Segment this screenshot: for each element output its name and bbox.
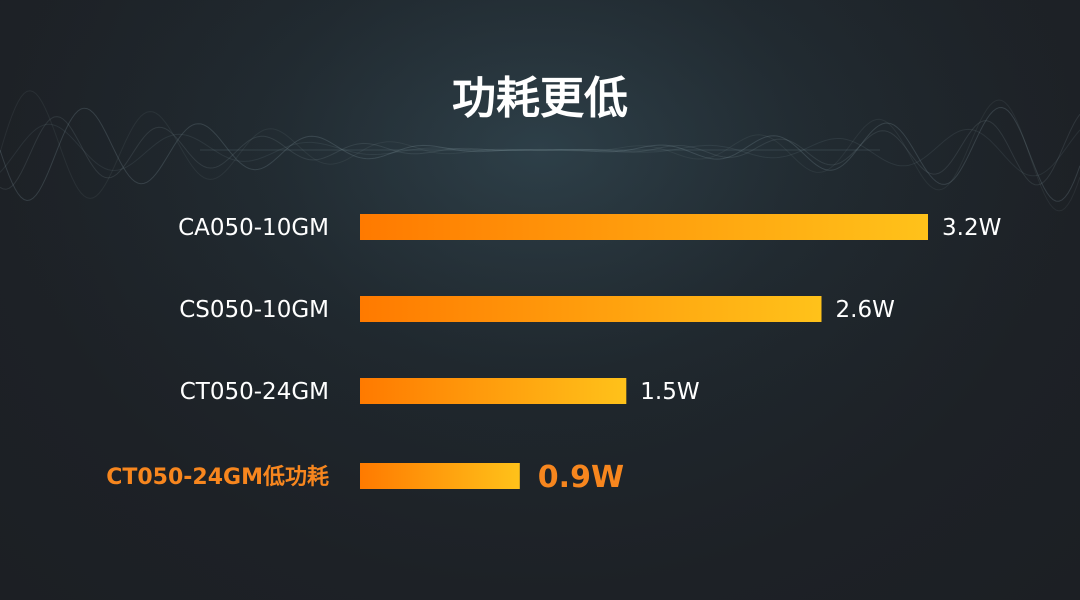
chart-title: 功耗更低	[452, 73, 628, 124]
category-label: CS050-10GM	[179, 297, 329, 323]
category-label: CT050-24GM低功耗	[106, 464, 329, 490]
bar	[360, 378, 627, 404]
bar-row: CT050-24GM 1.5W	[180, 378, 700, 405]
bar	[360, 296, 822, 322]
bar-row: CS050-10GM 2.6W	[179, 296, 895, 323]
bar-row: CT050-24GM低功耗 0.9W	[106, 460, 624, 495]
waveform-line	[0, 113, 1080, 190]
value-label: 0.9W	[538, 460, 624, 495]
bars-layer: CA050-10GM 3.2W CS050-10GM 2.6W CT050-24GM 1.…	[106, 214, 1001, 495]
value-label: 1.5W	[640, 379, 699, 405]
waveform-line	[0, 123, 1080, 177]
bar-row: CA050-10GM 3.2W	[178, 214, 1001, 241]
value-label: 2.6W	[836, 297, 895, 323]
category-label: CT050-24GM	[180, 379, 329, 405]
bar	[360, 463, 520, 489]
category-label: CA050-10GM	[178, 215, 329, 241]
bar	[360, 214, 928, 240]
value-label: 3.2W	[942, 215, 1001, 241]
waveform-line	[0, 90, 1080, 212]
waveform-line	[0, 106, 1080, 202]
